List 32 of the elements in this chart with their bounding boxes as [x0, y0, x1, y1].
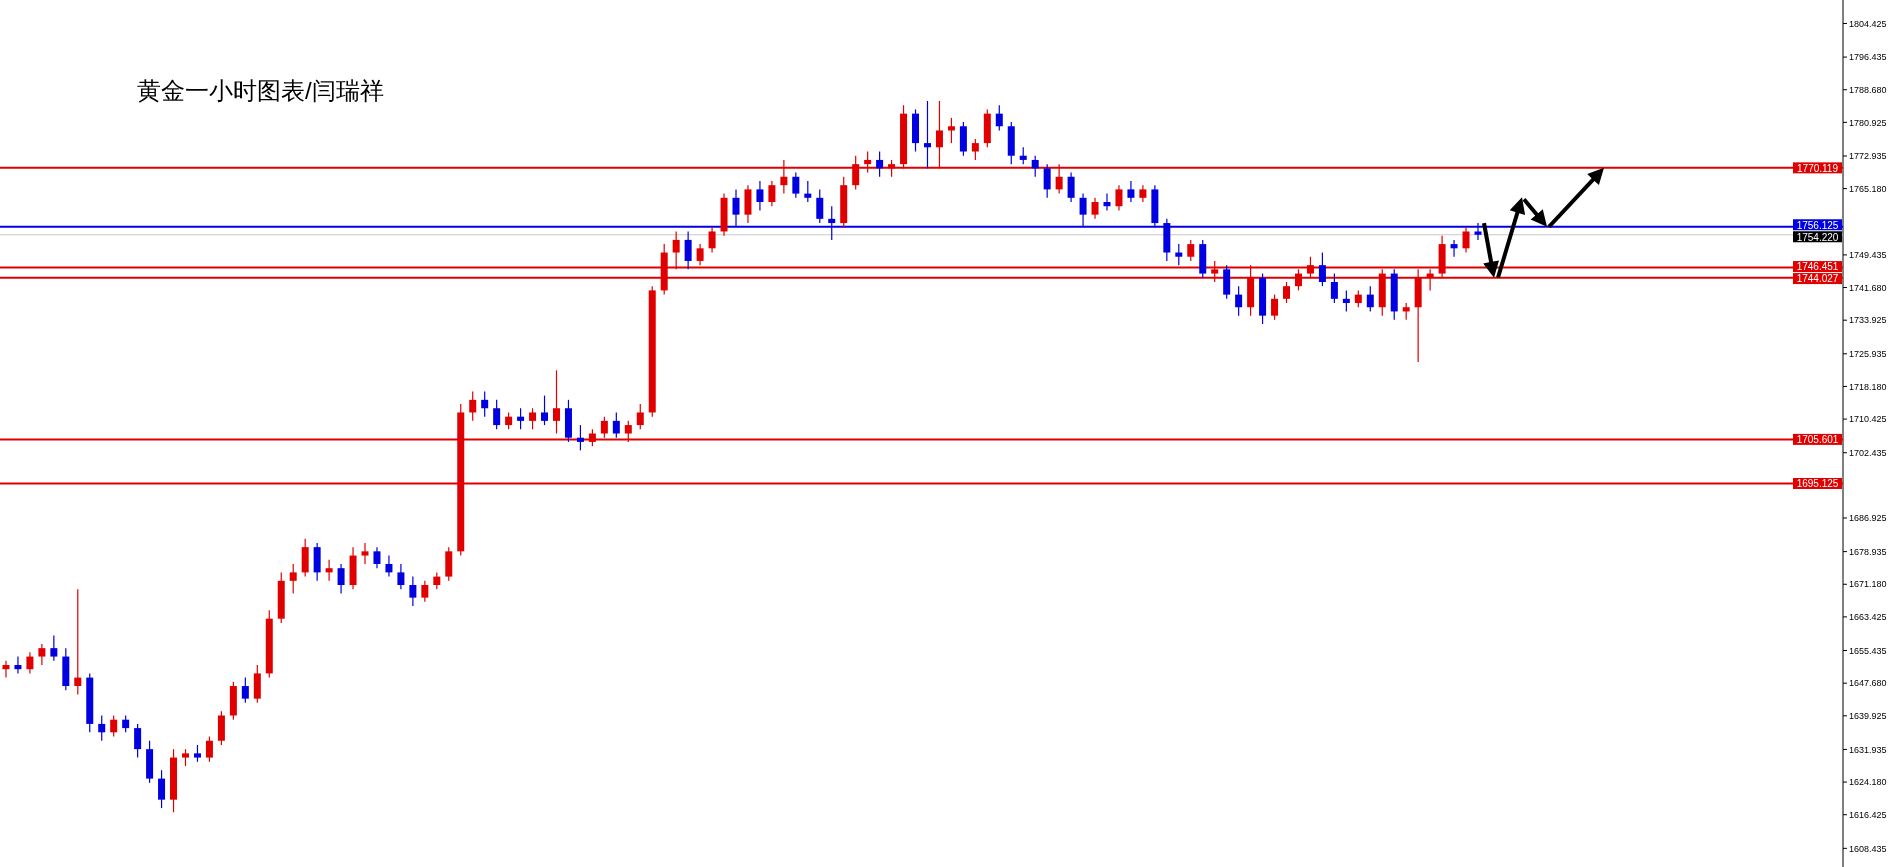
y-tick-label: 1765.180 — [1849, 183, 1887, 194]
y-tick-label: 1796.435 — [1849, 52, 1887, 63]
y-tick-label: 1624.180 — [1849, 777, 1887, 788]
y-tick-label: 1608.435 — [1849, 843, 1887, 854]
ref-line-label: 1754.220 — [1796, 231, 1839, 243]
ref-line-label: 1756.125 — [1796, 219, 1839, 231]
y-tick-label: 1749.435 — [1849, 250, 1887, 261]
y-tick-label: 1780.925 — [1849, 117, 1887, 128]
y-tick-label: 1804.425 — [1849, 18, 1887, 29]
ref-line-label: 1744.027 — [1796, 273, 1839, 285]
y-tick-label: 1686.925 — [1849, 513, 1887, 524]
y-tick-label: 1678.935 — [1849, 546, 1887, 557]
ref-line-label: 1770.119 — [1797, 162, 1839, 174]
y-tick-label: 1655.435 — [1849, 645, 1887, 656]
ref-line-label: 1746.451 — [1796, 261, 1839, 273]
y-tick-label: 1733.925 — [1849, 315, 1887, 326]
y-tick-label: 1772.935 — [1849, 151, 1887, 162]
y-tick-label: 1639.925 — [1849, 711, 1887, 721]
ref-line-label: 1695.125 — [1796, 478, 1839, 490]
y-tick-label: 1631.935 — [1849, 744, 1887, 755]
y-tick-label: 1725.935 — [1849, 349, 1887, 360]
y-tick-label: 1710.425 — [1849, 414, 1887, 425]
y-tick-label: 1702.435 — [1849, 447, 1887, 458]
y-tick-label: 1741.680 — [1849, 282, 1887, 293]
y-tick-label: 1616.425 — [1849, 809, 1887, 820]
y-tick-label: 1788.680 — [1849, 84, 1887, 95]
ref-line-label: 1705.601 — [1796, 434, 1839, 446]
y-tick-label: 1671.180 — [1849, 579, 1887, 590]
y-tick-label: 1718.180 — [1849, 381, 1887, 392]
y-tick-label: 1663.425 — [1849, 612, 1887, 623]
text: 黄金一小时图表/闫瑞祥 — [137, 77, 384, 104]
y-tick-label: 1647.680 — [1849, 678, 1887, 689]
